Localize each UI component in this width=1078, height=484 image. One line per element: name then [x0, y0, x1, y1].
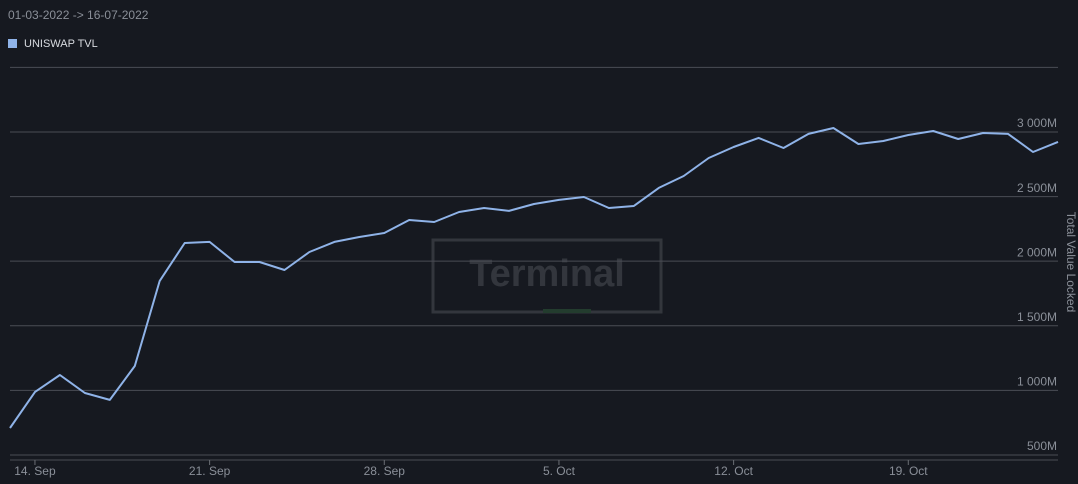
- watermark-bar: [543, 309, 591, 313]
- watermark-text: Terminal: [469, 253, 625, 295]
- date-range: 01-03-2022 -> 16-07-2022: [8, 8, 149, 22]
- y-tick-label: 500M: [1027, 439, 1057, 453]
- x-tick-label: 14. Sep: [14, 464, 56, 478]
- x-tick-label: 28. Sep: [364, 464, 406, 478]
- y-tick-label: 2 000M: [1017, 245, 1057, 259]
- y-tick-label: 3 000M: [1017, 116, 1057, 130]
- x-tick-label: 5. Oct: [543, 464, 576, 478]
- watermark-frame: [431, 238, 663, 314]
- y-tick-label: 2 500M: [1017, 181, 1057, 195]
- legend-label[interactable]: UNISWAP TVL: [24, 38, 98, 50]
- legend-swatch: [8, 39, 17, 48]
- watermark: Terminal: [431, 238, 663, 314]
- x-tick-label: 12. Oct: [714, 464, 753, 478]
- x-tick-label: 21. Sep: [189, 464, 231, 478]
- y-axis-title: Total Value Locked: [1064, 212, 1078, 313]
- y-tick-label: 1 500M: [1017, 310, 1057, 324]
- data-line: [9, 127, 1059, 429]
- y-tick-label: 1 000M: [1017, 375, 1057, 389]
- x-tick-label: 19. Oct: [889, 464, 928, 478]
